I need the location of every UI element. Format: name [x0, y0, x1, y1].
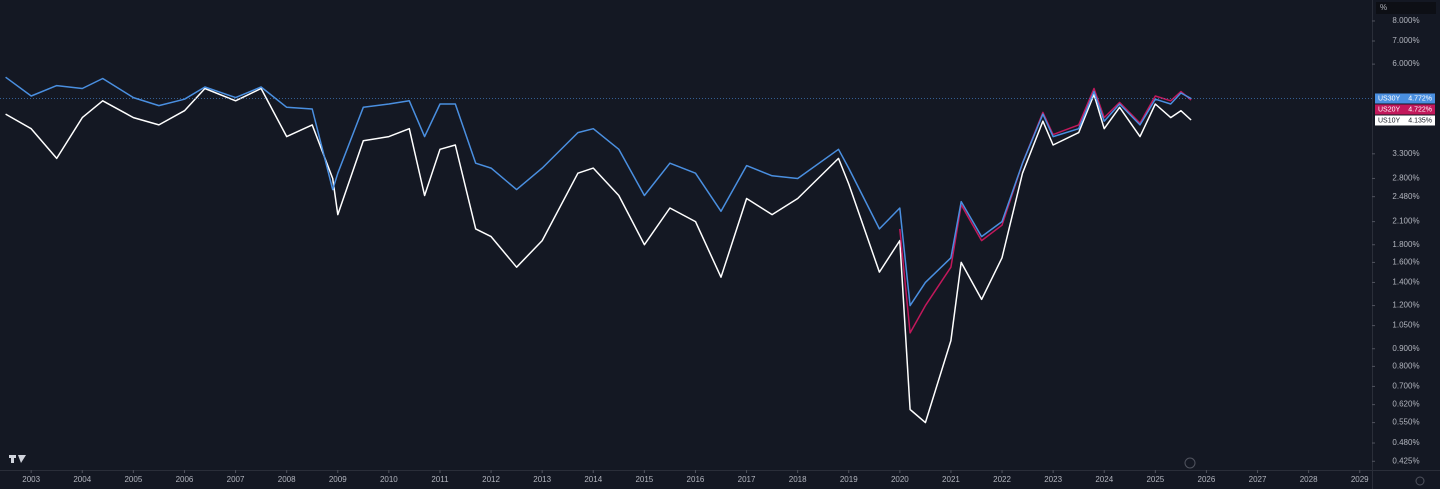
x-tick-label: 2011	[431, 475, 449, 484]
badge-value: 4.772%	[1408, 95, 1432, 102]
x-tick-label: 2005	[124, 475, 142, 484]
x-tick-label: 2025	[1146, 475, 1164, 484]
y-tick-label: 0.550%	[1392, 418, 1419, 427]
last-value-badge: US30Y 4.772%	[1375, 93, 1435, 104]
last-value-badge: US10Y 4.135%	[1375, 115, 1435, 126]
badge-name: US30Y	[1378, 95, 1401, 102]
x-tick-label: 2016	[687, 475, 705, 484]
x-tick-label: 2021	[942, 475, 960, 484]
y-tick-label: 8.000%	[1392, 16, 1419, 25]
unit-label: %	[1380, 3, 1387, 12]
y-tick-label: 2.100%	[1392, 217, 1419, 226]
last-value-badge: US20Y 4.722%	[1375, 104, 1435, 115]
y-tick-label: 6.000%	[1392, 59, 1419, 68]
badge-name: US10Y	[1378, 117, 1401, 124]
y-tick-label: 3.300%	[1392, 149, 1419, 158]
series-line	[5, 87, 1192, 424]
badge-value: 4.135%	[1408, 117, 1432, 124]
series-line	[899, 87, 1192, 334]
x-tick-label: 2026	[1198, 475, 1216, 484]
badge-box	[1375, 115, 1435, 126]
y-tick-label: 2.480%	[1392, 192, 1419, 201]
x-tick-label: 2009	[329, 475, 347, 484]
x-tick-label: 2022	[993, 475, 1011, 484]
badge-name: US20Y	[1378, 106, 1401, 113]
tradingview-logo	[9, 455, 26, 463]
badge-value: 4.722%	[1408, 106, 1432, 113]
series-line	[5, 76, 1192, 307]
x-tick-label: 2023	[1044, 475, 1062, 484]
y-tick-label: 0.620%	[1392, 400, 1419, 409]
x-tick-label: 2010	[380, 475, 398, 484]
x-tick-label: 2012	[482, 475, 500, 484]
y-tick-label: 0.800%	[1392, 362, 1419, 371]
x-tick-label: 2018	[789, 475, 807, 484]
y-tick-label: 1.800%	[1392, 240, 1419, 249]
x-tick-label: 2008	[278, 475, 296, 484]
x-tick-label: 2004	[73, 475, 91, 484]
x-tick-label: 2007	[227, 475, 245, 484]
y-tick-label: 0.425%	[1392, 456, 1419, 465]
x-tick-label: 2014	[584, 475, 602, 484]
x-tick-label: 2017	[738, 475, 756, 484]
x-tick-label: 2020	[891, 475, 909, 484]
settings-button[interactable]	[1415, 476, 1425, 486]
x-tick-label: 2029	[1351, 475, 1369, 484]
x-tick-label: 2003	[22, 475, 40, 484]
y-tick-label: 7.000%	[1392, 36, 1419, 45]
unit-box	[1376, 2, 1436, 14]
badge-box	[1375, 93, 1435, 104]
y-tick-label: 0.700%	[1392, 382, 1419, 391]
y-tick-label: 1.400%	[1392, 278, 1419, 287]
x-tick-label: 2027	[1249, 475, 1267, 484]
y-tick-label: 2.800%	[1392, 174, 1419, 183]
x-tick-label: 2015	[635, 475, 653, 484]
y-tick-label: 1.050%	[1392, 321, 1419, 330]
scroll-button[interactable]	[1184, 457, 1196, 469]
x-tick-label: 2019	[840, 475, 858, 484]
x-tick-label: 2028	[1300, 475, 1318, 484]
x-tick-label: 2013	[533, 475, 551, 484]
x-tick-label: 2024	[1095, 475, 1113, 484]
y-tick-label: 0.900%	[1392, 344, 1419, 353]
y-tick-label: 1.200%	[1392, 301, 1419, 310]
y-tick-label: 1.600%	[1392, 258, 1419, 267]
badge-box	[1375, 104, 1435, 115]
y-tick-label: 0.480%	[1392, 438, 1419, 447]
x-tick-label: 2006	[176, 475, 194, 484]
